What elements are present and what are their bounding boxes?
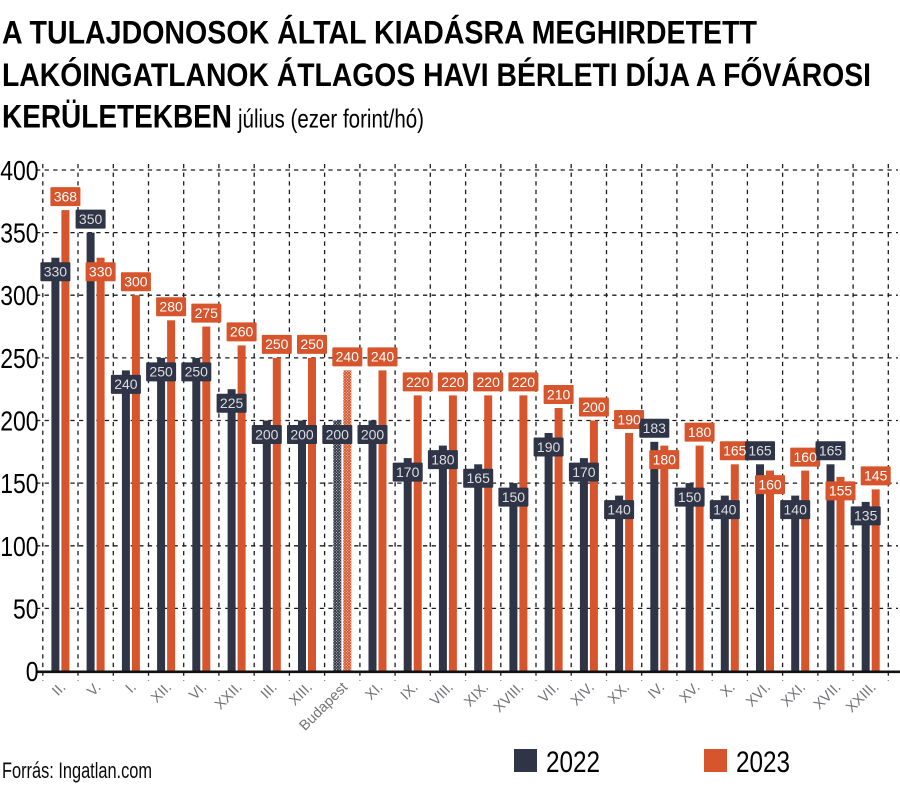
svg-text:100: 100: [0, 531, 38, 562]
svg-text:155: 155: [829, 483, 853, 499]
svg-text:50: 50: [13, 593, 39, 624]
svg-text:210: 210: [547, 386, 571, 402]
svg-text:250: 250: [149, 364, 173, 380]
svg-text:2022: 2022: [546, 746, 600, 779]
svg-text:250: 250: [0, 343, 38, 374]
svg-text:2023: 2023: [736, 746, 790, 779]
svg-text:200: 200: [361, 426, 385, 442]
svg-text:135: 135: [854, 508, 878, 524]
svg-text:165: 165: [819, 443, 843, 459]
svg-text:250: 250: [300, 336, 324, 352]
svg-text:190: 190: [617, 411, 641, 427]
svg-text:330: 330: [44, 264, 68, 280]
svg-text:0: 0: [26, 656, 39, 687]
svg-text:145: 145: [864, 468, 888, 484]
svg-text:170: 170: [572, 464, 596, 480]
svg-text:220: 220: [406, 374, 430, 390]
svg-text:220: 220: [512, 374, 536, 390]
svg-text:350: 350: [79, 211, 103, 227]
svg-text:200: 200: [290, 426, 314, 442]
svg-text:140: 140: [713, 501, 737, 517]
svg-text:140: 140: [784, 501, 808, 517]
svg-text:160: 160: [794, 449, 818, 465]
svg-text:KERÜLETEKBEN: KERÜLETEKBEN: [2, 99, 232, 135]
svg-text:400: 400: [0, 155, 38, 186]
svg-text:240: 240: [114, 376, 138, 392]
svg-text:250: 250: [265, 336, 289, 352]
svg-text:280: 280: [159, 299, 183, 315]
svg-text:350: 350: [0, 218, 38, 249]
svg-text:200: 200: [0, 406, 38, 437]
svg-text:200: 200: [255, 426, 279, 442]
svg-text:170: 170: [396, 464, 420, 480]
svg-text:190: 190: [537, 439, 561, 455]
svg-text:150: 150: [502, 489, 526, 505]
svg-text:150: 150: [0, 468, 38, 499]
svg-text:200: 200: [582, 399, 606, 415]
svg-text:165: 165: [467, 470, 491, 486]
svg-text:180: 180: [688, 424, 712, 440]
svg-text:140: 140: [607, 501, 631, 517]
svg-text:LAKÓINGATLANOK ÁTLAGOS HAVI BÉ: LAKÓINGATLANOK ÁTLAGOS HAVI BÉRLETI DÍJA…: [2, 57, 871, 93]
svg-text:150: 150: [678, 489, 702, 505]
svg-text:260: 260: [230, 324, 254, 340]
svg-text:180: 180: [653, 451, 677, 467]
svg-text:275: 275: [195, 305, 219, 321]
svg-text:300: 300: [124, 274, 148, 290]
svg-text:200: 200: [326, 426, 350, 442]
svg-text:250: 250: [185, 364, 209, 380]
svg-text:300: 300: [0, 280, 38, 311]
svg-text:240: 240: [336, 349, 360, 365]
svg-text:220: 220: [441, 374, 465, 390]
svg-text:183: 183: [643, 420, 667, 436]
svg-text:160: 160: [758, 476, 782, 492]
svg-text:330: 330: [89, 264, 113, 280]
svg-text:368: 368: [54, 188, 78, 204]
svg-text:180: 180: [431, 451, 455, 467]
svg-text:július (ezer forint/hó): július (ezer forint/hó): [237, 104, 424, 134]
svg-text:165: 165: [723, 443, 747, 459]
svg-text:A TULAJDONOSOK ÁLTAL KIADÁSRA: A TULAJDONOSOK ÁLTAL KIADÁSRA MEGHIRDETE…: [2, 15, 757, 51]
svg-text:240: 240: [371, 349, 395, 365]
svg-text:Forrás: Ingatlan.com: Forrás: Ingatlan.com: [2, 758, 152, 783]
svg-text:165: 165: [748, 443, 772, 459]
svg-text:220: 220: [477, 374, 501, 390]
svg-text:225: 225: [220, 395, 244, 411]
